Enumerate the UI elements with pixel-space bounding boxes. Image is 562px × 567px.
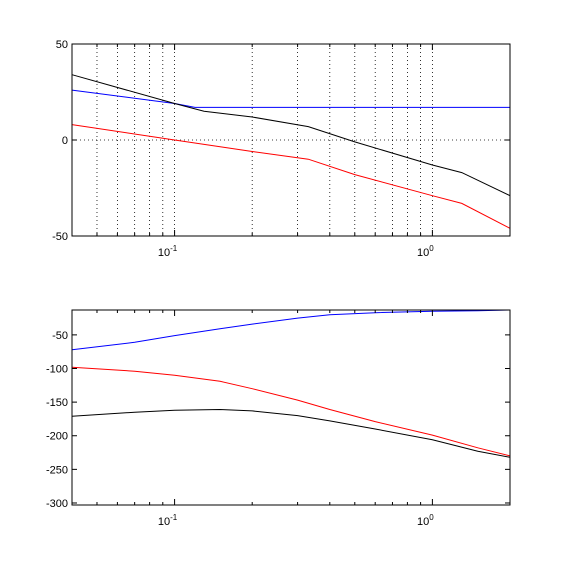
y-tick-label: -50 xyxy=(52,330,68,342)
series-line-2 xyxy=(71,124,511,229)
y-tick-label: 0 xyxy=(62,135,68,147)
y-tick-label: -200 xyxy=(46,431,68,443)
x-tick-label: 100 xyxy=(417,244,434,259)
series-line-2 xyxy=(71,408,511,458)
phase-axes: 10-1 100 -50 -100 -150 -200 -250 -300 xyxy=(46,309,511,528)
x-tick-label: 100 xyxy=(417,513,434,528)
series-line-1 xyxy=(71,74,511,197)
y-tick-label: -100 xyxy=(46,364,68,376)
x-tick-label: 10-1 xyxy=(158,513,178,528)
series-line-1 xyxy=(71,366,511,457)
y-tick-label: 50 xyxy=(56,39,68,51)
y-tick-label: -50 xyxy=(52,231,68,243)
plot-area xyxy=(72,310,510,505)
magnitude-axes: 10-1 100 -50 0 50 xyxy=(52,39,511,259)
y-tick-label: -250 xyxy=(46,464,68,476)
y-tick-label: -150 xyxy=(46,397,68,409)
series-line-0 xyxy=(71,309,511,351)
x-tick-label: 10-1 xyxy=(158,244,178,259)
axes-frame xyxy=(71,309,511,506)
y-tick-label: -300 xyxy=(46,498,68,510)
axes-frame xyxy=(71,43,511,237)
